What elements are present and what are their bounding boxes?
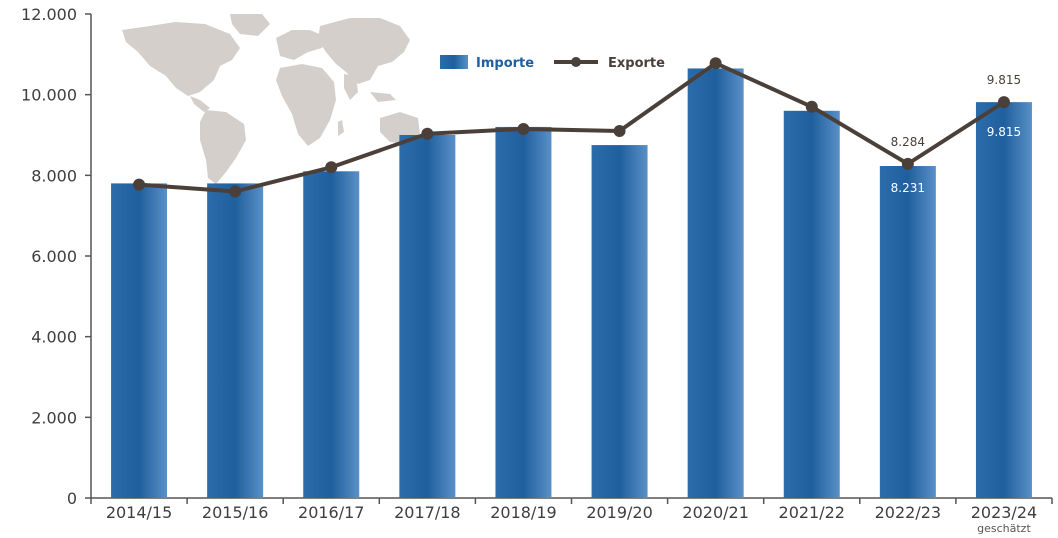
x-tick-label: 2019/20 [586,503,652,522]
y-tick-label: 12.000 [21,5,77,24]
bar [399,135,456,498]
y-tick-label: 8.000 [31,166,77,185]
y-tick-label: 0 [67,489,77,508]
x-tick-label: 2017/18 [394,503,460,522]
bar [879,166,936,498]
x-tick-label: 2015/16 [202,503,268,522]
exporte-point [325,161,338,174]
exporte-point [805,100,818,113]
x-tick-label: 2018/19 [490,503,556,522]
x-tick-label: 2021/22 [779,503,845,522]
legend-exporte-marker [571,57,581,67]
bar [495,126,552,498]
x-tick-note: geschätzt [977,522,1031,535]
bar [207,183,264,498]
bar [303,171,360,499]
bar [111,183,168,498]
exporte-point [421,127,434,140]
exporte-point [613,124,626,137]
exporte-point [229,185,242,198]
exporte-point [709,57,722,70]
data-label: 8.231 [891,181,925,195]
legend-importe-swatch [440,55,468,69]
bar [783,110,840,499]
x-tick-label: 2020/21 [682,503,748,522]
world-map-icon [122,14,420,184]
legend-exporte-label: Exporte [608,56,665,71]
y-tick-label: 10.000 [21,86,77,105]
bar [687,68,744,498]
exporte-point [133,178,146,191]
y-tick-label: 4.000 [31,328,77,347]
line-series [133,57,1010,198]
bar [591,145,648,499]
exporte-point [901,157,914,170]
y-tick-label: 6.000 [31,247,77,266]
data-label: 9.815 [987,73,1021,87]
x-tick-label: 2023/24 [971,503,1037,522]
data-label: 9.815 [987,125,1021,139]
data-labels: 8.231 9.815 8.284 9.815 [891,73,1021,195]
bar-series [111,68,1032,499]
x-tick-label: 2016/17 [298,503,364,522]
legend: Importe Exporte [440,55,665,71]
x-axis-ticks: 2014/15 2015/16 2016/17 2017/18 2018/19 2019/… [90,498,1053,535]
bar [975,102,1032,499]
exporte-point [997,96,1010,109]
y-tick-label: 2.000 [31,408,77,427]
x-tick-label: 2022/23 [875,503,941,522]
exporte-point [517,122,530,135]
y-axis-ticks: 0 2.000 4.000 6.000 8.000 10.000 12.000 [21,5,91,508]
data-label: 8.284 [891,135,925,149]
legend-importe-label: Importe [476,56,534,71]
exporte-line [138,61,1006,194]
x-tick-label: 2014/15 [106,503,172,522]
